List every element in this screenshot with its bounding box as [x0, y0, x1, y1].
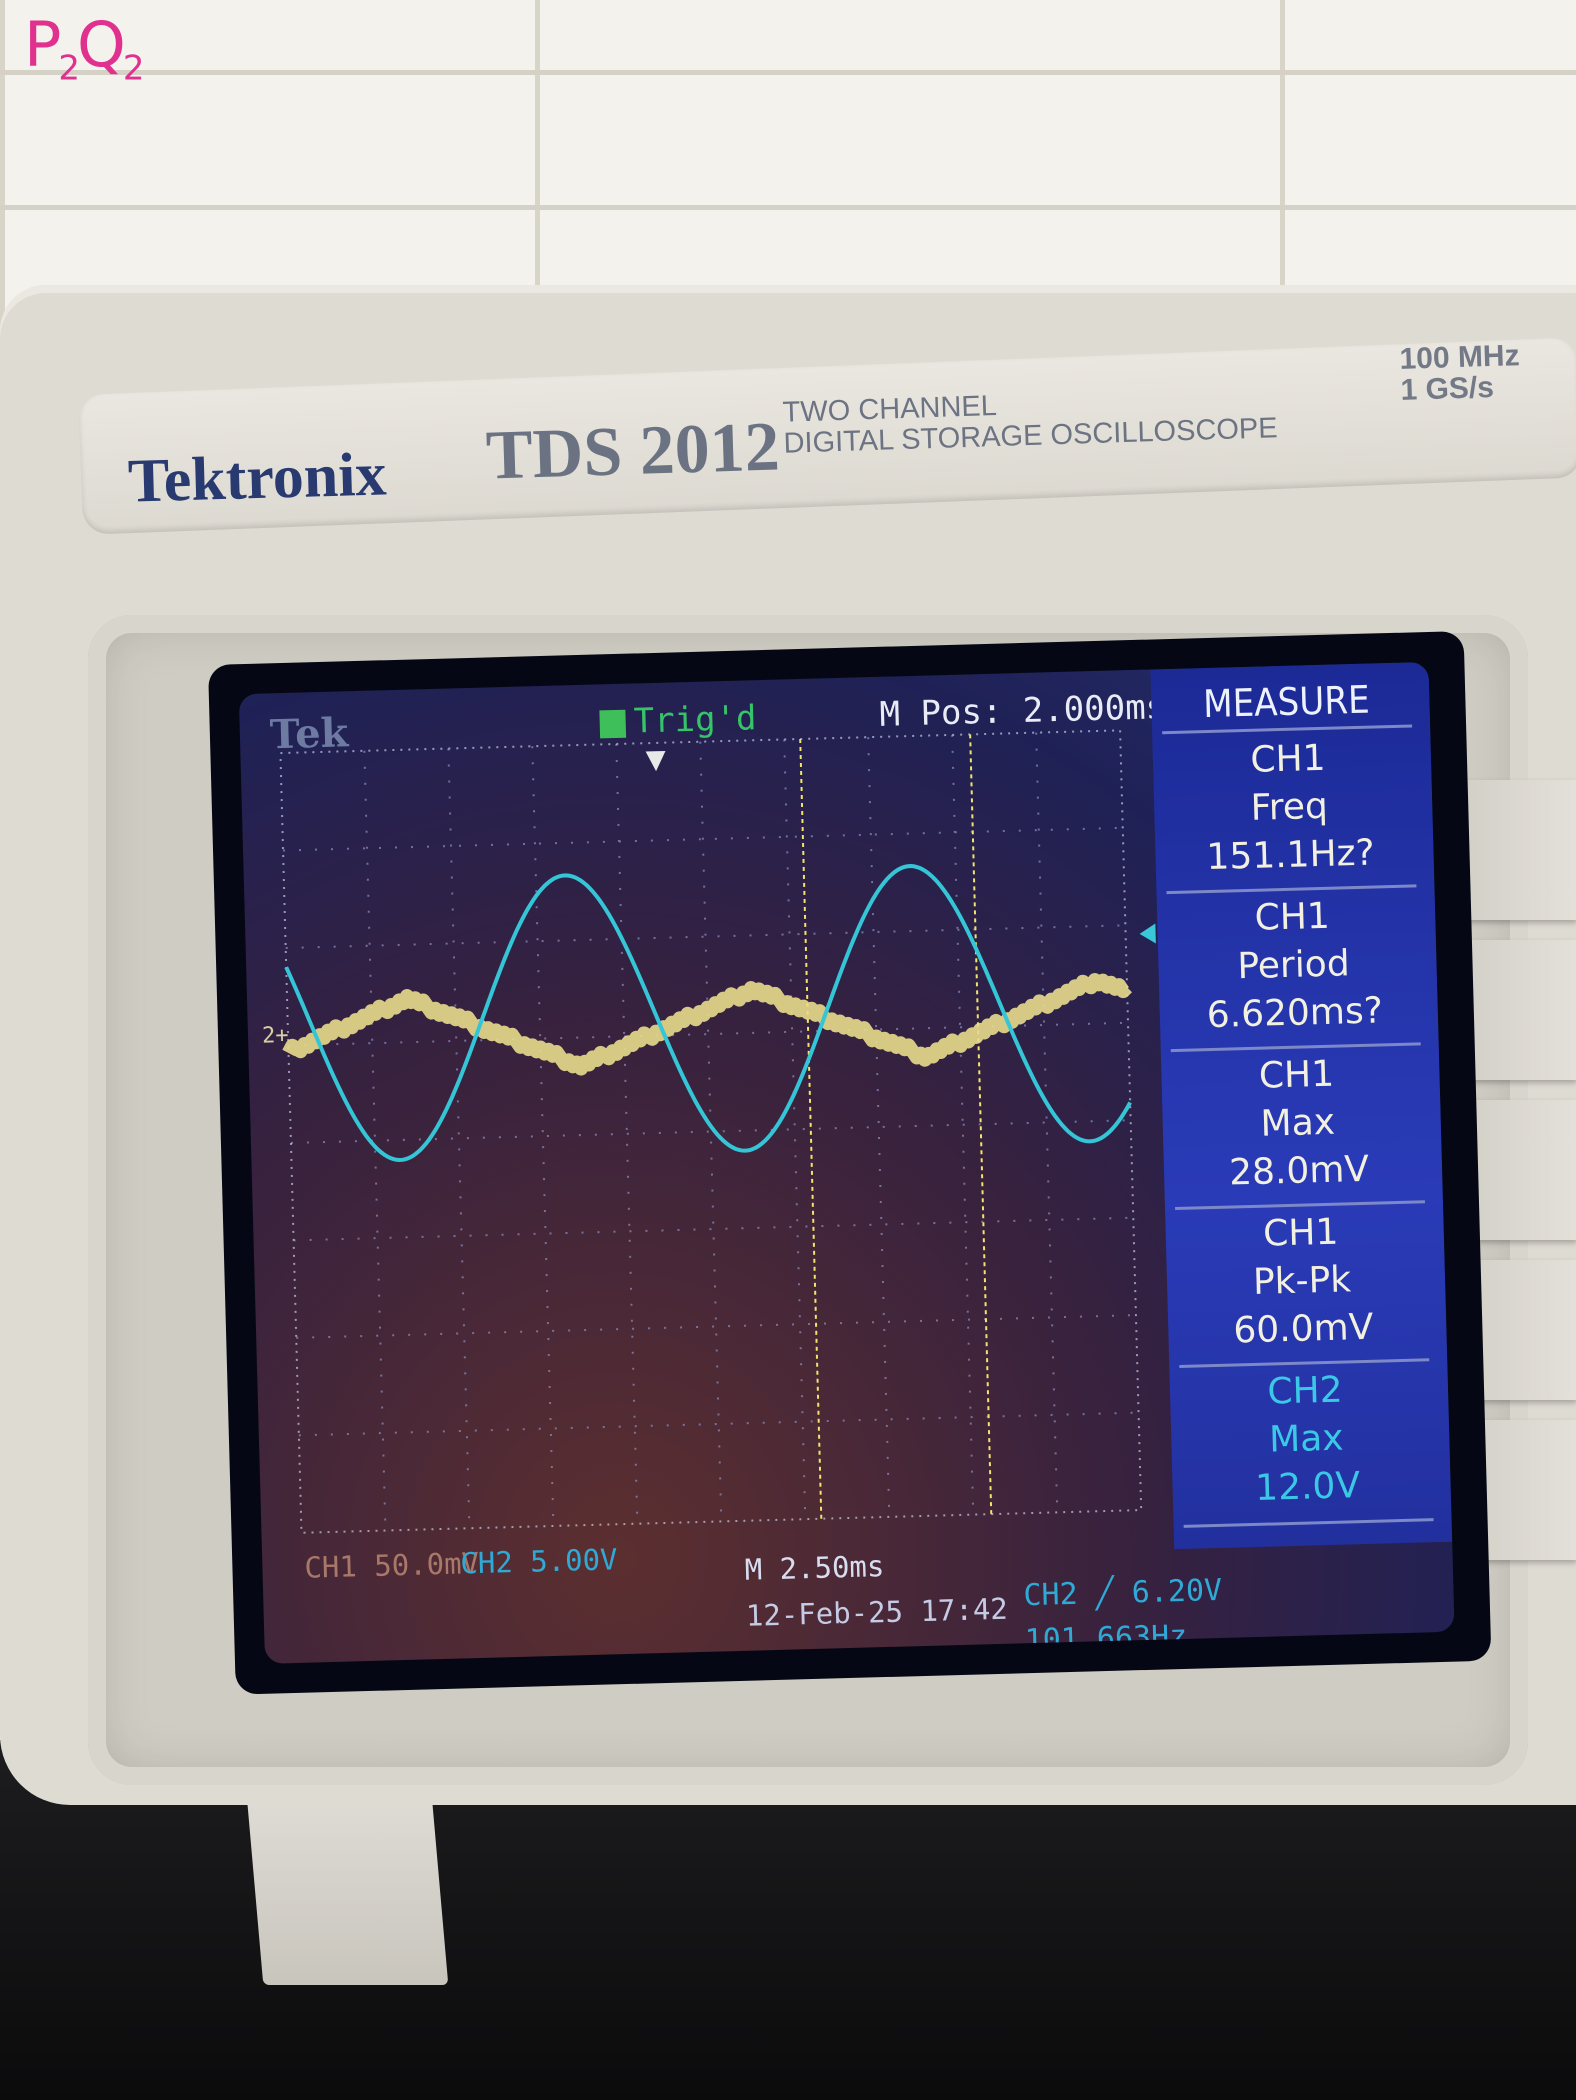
trigger-status: Trig'd: [599, 698, 757, 742]
model-name: TDS 2012: [484, 408, 781, 495]
trigger-frequency: 101.663Hz: [1024, 1618, 1188, 1659]
cursor-line-2[interactable]: [969, 734, 993, 1515]
datetime: 12-Feb-25 17:42: [745, 1591, 1009, 1633]
measure-title: MEASURE: [1202, 677, 1371, 727]
ch2-ground-marker: 2+: [261, 1022, 289, 1049]
measure-value: 151.1Hz?: [1205, 832, 1376, 879]
model-spec: 100 MHz 1 GS/s: [1399, 339, 1521, 407]
display-frame: Tek Trig'd M Pos: 2.000ms ▼ 2+ CH1 50.0m…: [208, 631, 1492, 1695]
measure-type: Max: [1260, 1101, 1336, 1145]
trigger-setting: CH2 ╱ 6.20V: [1023, 1572, 1223, 1614]
brand-logo: Tektronix: [127, 440, 388, 516]
trigger-level-icon: [1139, 923, 1156, 944]
scope-stand: [246, 1795, 449, 1985]
measure-type: Freq: [1250, 785, 1329, 829]
ch2-trace: [284, 864, 1132, 1163]
measure-item[interactable]: CH2 Max 12.0V: [1169, 1364, 1443, 1515]
tek-logo: Tek: [269, 709, 349, 759]
oscilloscope-display: Tek Trig'd M Pos: 2.000ms ▼ 2+ CH1 50.0m…: [238, 661, 1455, 1664]
measure-value: 12.0V: [1254, 1465, 1361, 1509]
handwritten-annotation: P2Q2: [24, 8, 144, 89]
measure-item[interactable]: CH1 Max 28.0mV: [1161, 1048, 1435, 1199]
measure-source: CH1: [1258, 1053, 1335, 1097]
measure-item[interactable]: CH1 Period 6.620ms?: [1157, 890, 1431, 1041]
measure-value: 28.0mV: [1228, 1148, 1370, 1194]
measure-value: 60.0mV: [1232, 1306, 1374, 1352]
measure-type: Max: [1268, 1417, 1345, 1461]
measure-panel: MEASURE CH1 Freq 151.1Hz? CH1 Period 6.6…: [1150, 661, 1453, 1550]
trigger-position-icon: ▼: [645, 744, 667, 776]
measure-type: Pk-Pk: [1252, 1259, 1352, 1303]
ch1-trace: [282, 973, 1133, 1076]
measure-source: CH2: [1266, 1369, 1344, 1413]
measure-source: CH1: [1254, 895, 1331, 939]
measure-item[interactable]: CH1 Pk-Pk 60.0mV: [1165, 1206, 1439, 1357]
measure-item[interactable]: CH1 Freq 151.1Hz?: [1152, 732, 1426, 883]
horizontal-position: M Pos: 2.000ms: [879, 687, 1167, 735]
timebase: M 2.50ms: [744, 1549, 885, 1587]
trigger-icon: [599, 709, 627, 738]
measure-source: CH1: [1262, 1211, 1339, 1255]
graticule: [279, 729, 1143, 1534]
measure-source: CH1: [1249, 737, 1327, 781]
ch2-scale: CH2 5.00V: [459, 1542, 618, 1581]
measure-type: Period: [1236, 943, 1351, 988]
measure-value: 6.620ms?: [1206, 990, 1384, 1037]
cursor-line-1[interactable]: [799, 738, 823, 1519]
ch1-scale: CH1 50.0mV: [303, 1546, 480, 1585]
